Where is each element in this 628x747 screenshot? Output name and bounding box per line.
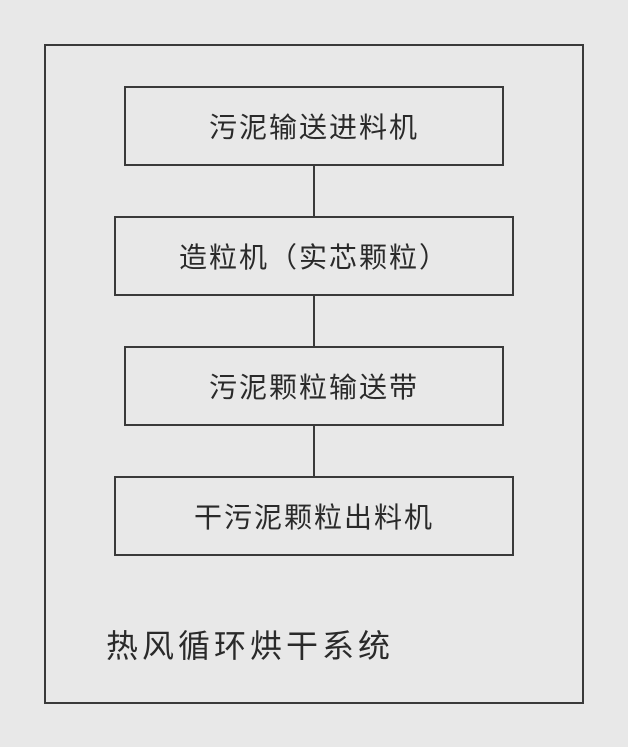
diagram-caption: 热风循环烘干系统 (106, 621, 394, 667)
flow-nodes: 污泥输送进料机 造粒机（实芯颗粒） 污泥颗粒输送带 干污泥颗粒出料机 (81, 86, 547, 556)
edge-1 (313, 296, 315, 346)
node-conveyor: 污泥颗粒输送带 (124, 346, 504, 426)
node-feeder: 污泥输送进料机 (124, 86, 504, 166)
caption-text: 热风循环烘干系统 (106, 628, 394, 664)
node-label: 污泥颗粒输送带 (209, 373, 419, 404)
node-label: 污泥输送进料机 (209, 113, 419, 144)
edge-0 (313, 166, 315, 216)
node-label: 干污泥颗粒出料机 (194, 503, 434, 534)
node-discharger: 干污泥颗粒出料机 (114, 476, 514, 556)
edge-2 (313, 426, 315, 476)
node-granulator: 造粒机（实芯颗粒） (114, 216, 514, 296)
node-label: 造粒机（实芯颗粒） (179, 243, 449, 274)
diagram-frame: 污泥输送进料机 造粒机（实芯颗粒） 污泥颗粒输送带 干污泥颗粒出料机 热风循环烘… (44, 44, 584, 704)
